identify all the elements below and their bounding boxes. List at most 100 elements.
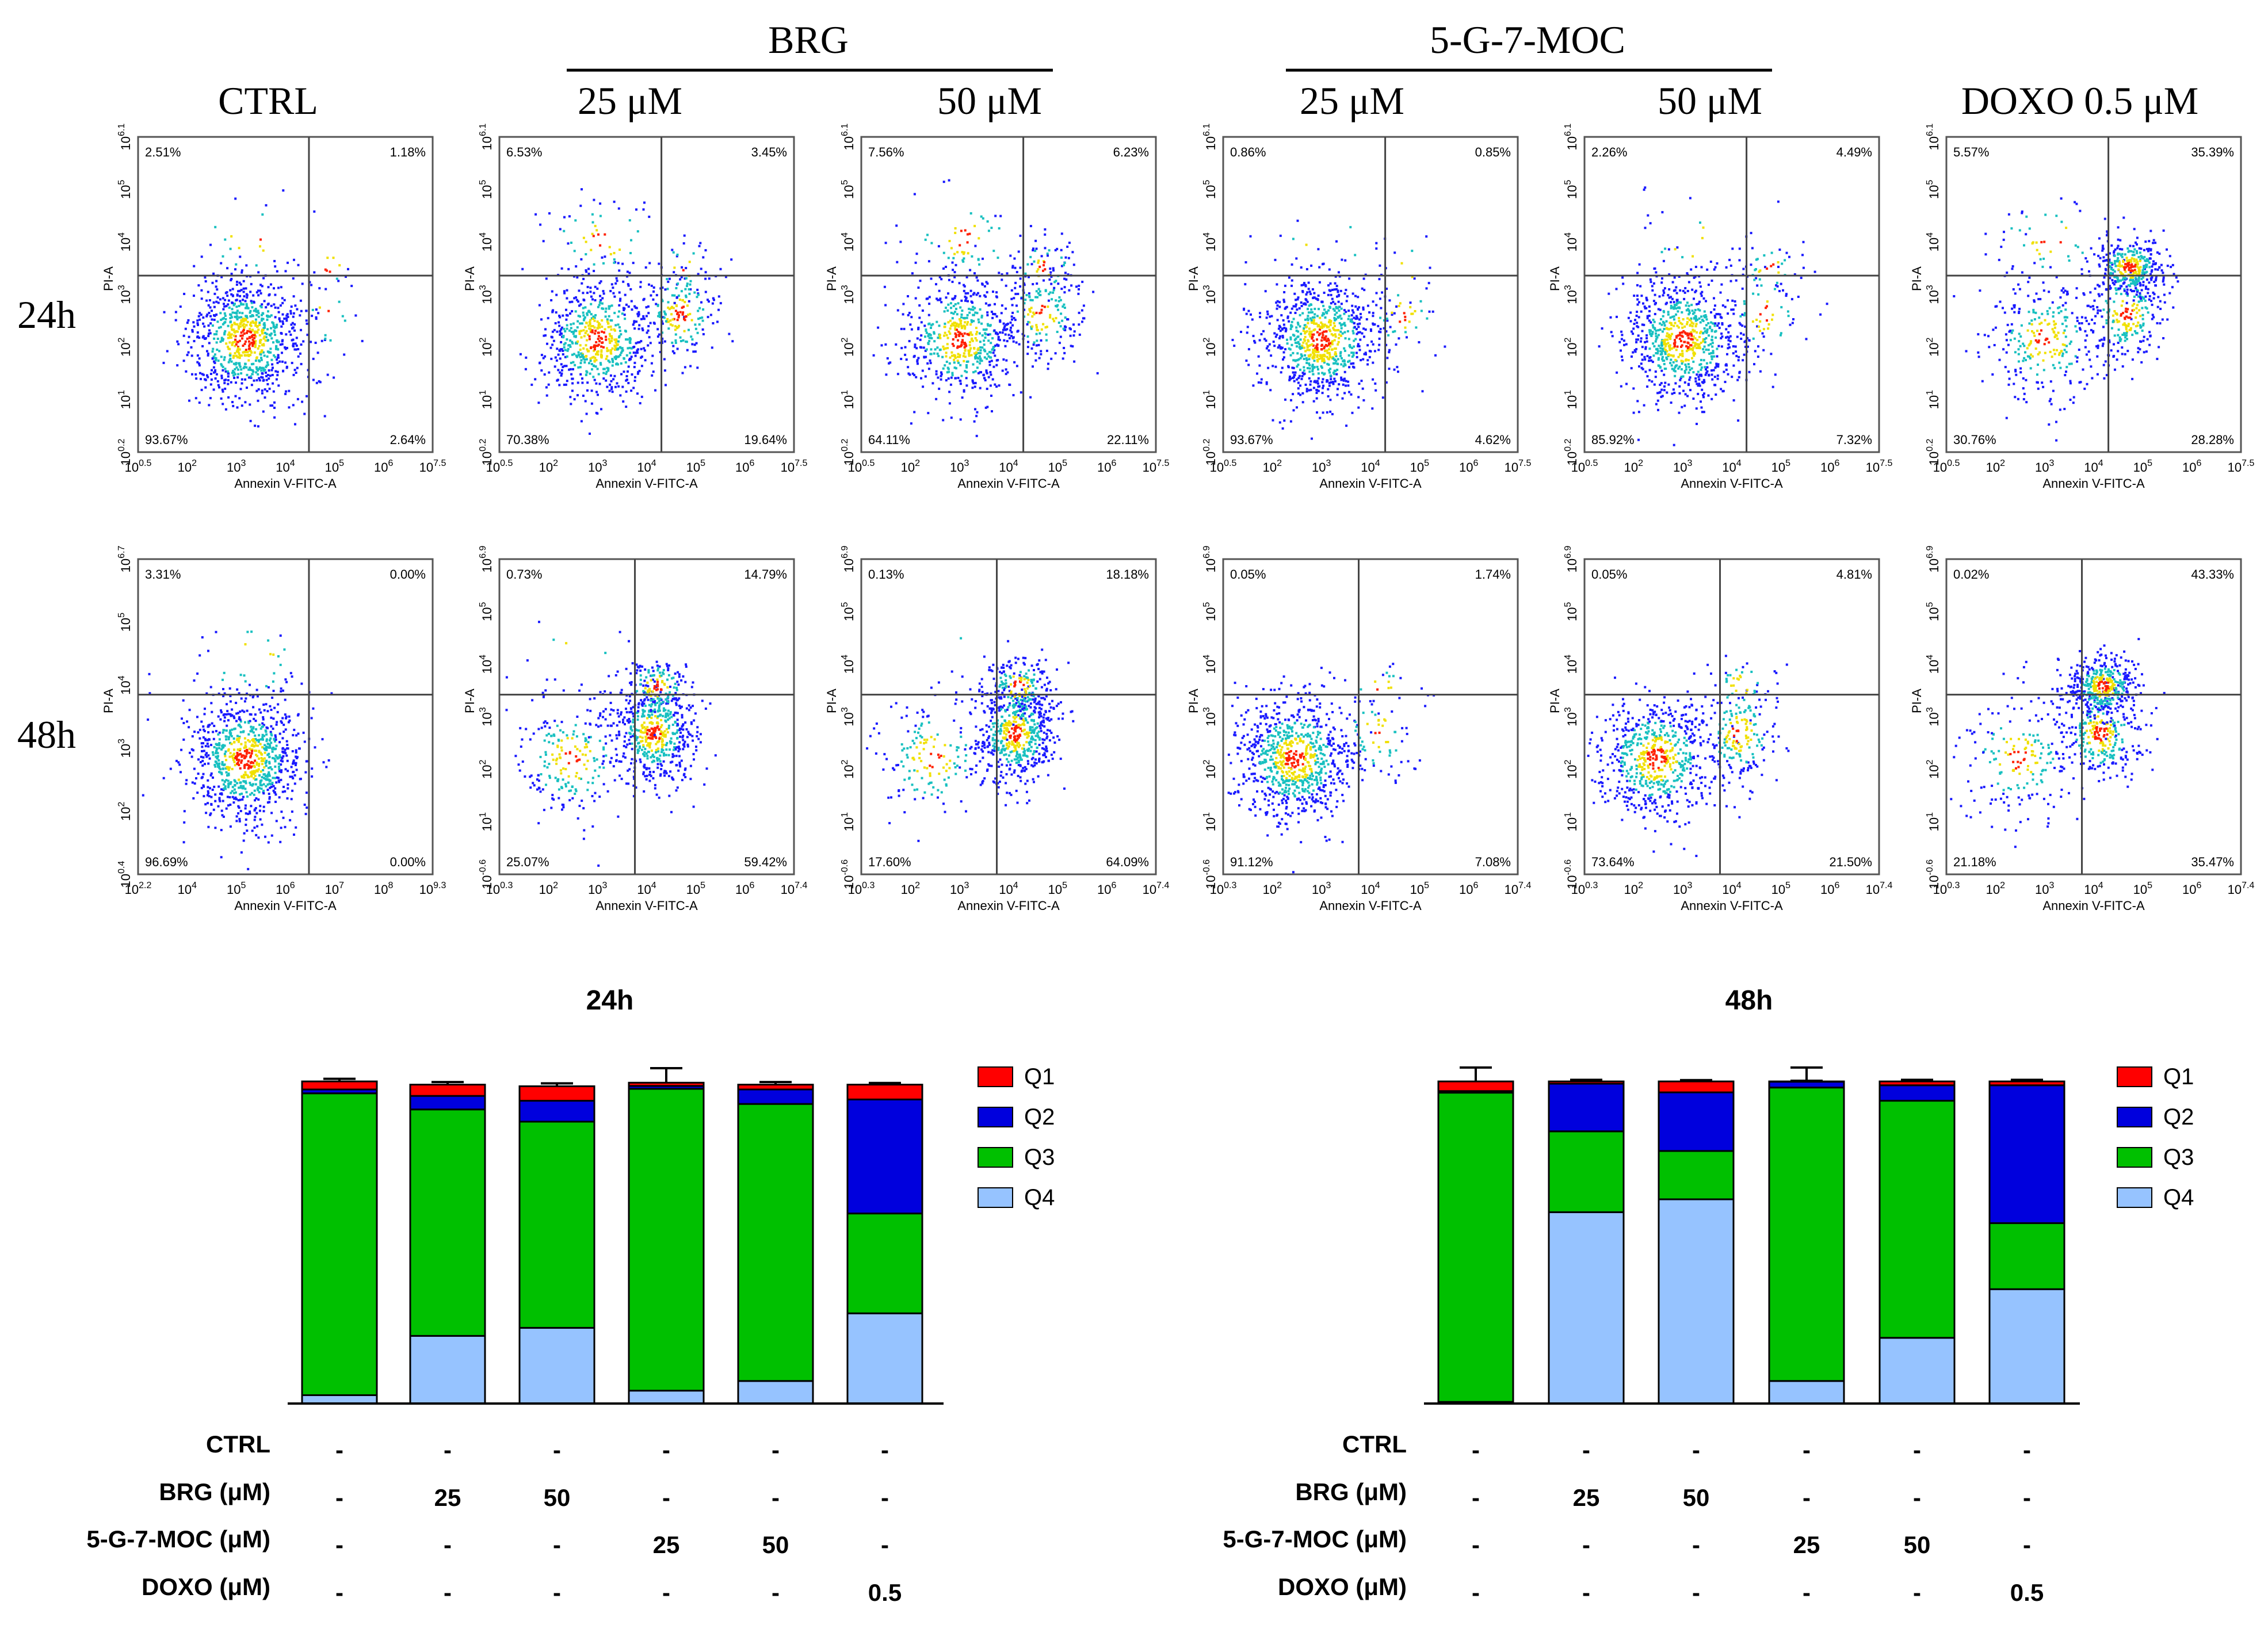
- legend-label-q3: Q3: [1024, 1145, 1055, 1170]
- flow-panel-24h-4: 0.86% 0.85% 93.67% 4.62% 100.5 102 103 104 105 10…: [1186, 124, 1531, 491]
- bar-segment-q3: [518, 1121, 595, 1329]
- scatter-cloud: [866, 637, 1075, 842]
- bar-chart-24h: 24h Q1 Q2 Q3 Q4: [288, 985, 1055, 1405]
- y-tick-label: 101: [1563, 812, 1579, 831]
- x-tick-label: 105: [1410, 458, 1429, 475]
- condition-value: 0.5: [868, 1579, 902, 1606]
- x-tick-label: 100.5: [1210, 458, 1237, 475]
- condition-value: -: [444, 1531, 452, 1558]
- condition-value: -: [772, 1579, 780, 1606]
- x-tick-label: 100.3: [1933, 881, 1960, 897]
- quadrant-q2-value: 1.74%: [1475, 567, 1511, 582]
- quadrant-q1-value: 2.51%: [145, 145, 181, 159]
- x-tick-label: 100.3: [1571, 881, 1598, 897]
- quadrant-q3-value: 64.11%: [868, 433, 910, 447]
- y-tick-label: 104: [478, 232, 494, 251]
- y-tick-label: 103: [478, 707, 494, 726]
- quadrant-q1-value: 0.13%: [868, 567, 904, 582]
- x-tick-label: 106: [374, 458, 393, 475]
- bar-segment-q3: [846, 1213, 923, 1314]
- condition-value: 25: [434, 1484, 461, 1511]
- legend-label-q4: Q4: [2163, 1185, 2194, 1210]
- x-tick-label: 100.5: [125, 458, 152, 475]
- y-tick-label: 104: [1925, 232, 1941, 251]
- x-tick-label: 103: [1312, 458, 1331, 475]
- x-tick-label: 106: [1820, 881, 1839, 897]
- bar-segment-q2: [1988, 1084, 2065, 1224]
- x-tick-label: 103: [2035, 458, 2054, 475]
- y-tick-label: 105: [478, 602, 494, 621]
- x-tick-label: 108: [374, 881, 393, 897]
- x-tick-label: 100.3: [1210, 881, 1237, 897]
- header-doxo: DOXO 0.5 μM: [1961, 79, 2198, 123]
- flow-panel-24h-2: 6.53% 3.45% 70.38% 19.64% 100.5 102 103 104 105 1…: [463, 124, 807, 491]
- x-tick-label: 106: [2182, 881, 2201, 897]
- quadrant-q3-value: 21.18%: [1953, 855, 1996, 869]
- x-tick-label: 109.3: [419, 881, 446, 897]
- figure-header: CTRL BRG 25 μM 50 μM 5-G-7-MOC 25 μM 50 …: [218, 18, 2198, 123]
- legend-swatch-q2: [978, 1107, 1013, 1127]
- bar-chart-48h: 48h Q1 Q2 Q3 Q4: [1424, 985, 2194, 1405]
- quadrant-q1-value: 0.05%: [1230, 567, 1266, 582]
- bar-segment-q1: [1437, 1080, 1514, 1092]
- y-axis-label: PI-A: [1910, 689, 1924, 713]
- condition-value: -: [1582, 1531, 1590, 1558]
- panel-frame: [137, 136, 434, 453]
- condition-value: -: [1913, 1484, 1921, 1511]
- bar-segment-q2: [1548, 1083, 1625, 1133]
- chart-legend: Q1 Q2 Q3 Q4: [978, 1064, 1055, 1210]
- legend-swatch-q4: [978, 1187, 1013, 1208]
- panel-frame: [860, 136, 1157, 453]
- x-tick-label: 104: [999, 458, 1018, 475]
- condition-value: -: [1803, 1436, 1811, 1463]
- bar-brg-25: [409, 1081, 486, 1405]
- quadrant-q3-value: 25.07%: [506, 855, 549, 869]
- x-tick-label: 102: [178, 458, 197, 475]
- y-tick-label: 102: [1202, 338, 1218, 357]
- y-tick-label: 101: [840, 390, 856, 409]
- bar-segment-q1: [1988, 1080, 2065, 1087]
- chart-legend: Q1 Q2 Q3 Q4: [2117, 1064, 2194, 1210]
- condition-value: -: [444, 1436, 452, 1463]
- scatter-cloud: [1227, 663, 1435, 874]
- quadrant-q3-value: 30.76%: [1953, 433, 1996, 447]
- condition-value: -: [2023, 1484, 2031, 1511]
- quadrant-q2-value: 4.81%: [1836, 567, 1872, 582]
- legend-label-q1: Q1: [2163, 1064, 2194, 1089]
- bar-brg-25: [1548, 1079, 1625, 1405]
- header-ctrl: CTRL: [218, 79, 318, 123]
- quadrant-q2-value: 4.49%: [1836, 145, 1872, 159]
- x-tick-label: 102.2: [125, 881, 152, 897]
- condition-value: -: [1803, 1484, 1811, 1511]
- y-tick-label: 100.2: [117, 439, 133, 466]
- x-tick-label: 100.5: [848, 458, 875, 475]
- y-axis-label: PI-A: [1186, 689, 1201, 713]
- y-tick-label: 106.7: [117, 546, 133, 573]
- bar-segment-q3: [1437, 1092, 1514, 1403]
- quadrant-q1-value: 5.57%: [1953, 145, 1989, 159]
- bar-segment-q4: [301, 1394, 378, 1405]
- x-tick-label: 103: [950, 458, 969, 475]
- y-tick-label: 100.4: [117, 861, 133, 888]
- quadrant-q4-value: 35.47%: [2191, 855, 2234, 869]
- y-tick-label: 106.9: [478, 546, 494, 573]
- bar-segment-q3: [1988, 1222, 2065, 1290]
- bar-segment-q3: [737, 1103, 814, 1382]
- stacked-bar-charts: 24h Q1 Q2 Q3 Q4 48h Q1 Q2 Q3 Q4: [288, 985, 2194, 1405]
- x-axis-label: Annexin V-FITC-A: [234, 898, 337, 913]
- header-moc-25: 25 μM: [1300, 79, 1404, 123]
- quadrant-q4-value: 64.09%: [1106, 855, 1149, 869]
- condition-value: -: [662, 1484, 670, 1511]
- conditions-table-24h: CTRL - - - - - - BRG (μM) - 25 50 - - - 5-G-7-MOC (μM)…: [86, 1431, 902, 1606]
- y-tick-label: 102: [117, 338, 133, 357]
- y-tick-label: 105: [117, 613, 133, 632]
- bar-segment-q4: [518, 1326, 595, 1405]
- condition-value: -: [881, 1484, 889, 1511]
- x-tick-label: 105: [1771, 881, 1790, 897]
- condition-value: -: [1692, 1579, 1700, 1606]
- y-tick-label: 103: [1925, 285, 1941, 304]
- flow-panel-48h-5: 0.05% 4.81% 73.64% 21.50% 100.3 102 103 104 105 1…: [1548, 546, 1892, 913]
- flow-panel-48h-1: 3.31% 0.00% 96.69% 0.00% 102.2 104 105 106 107 10…: [101, 546, 446, 913]
- x-tick-label: 105: [1410, 881, 1429, 897]
- condition-value: -: [2023, 1436, 2031, 1463]
